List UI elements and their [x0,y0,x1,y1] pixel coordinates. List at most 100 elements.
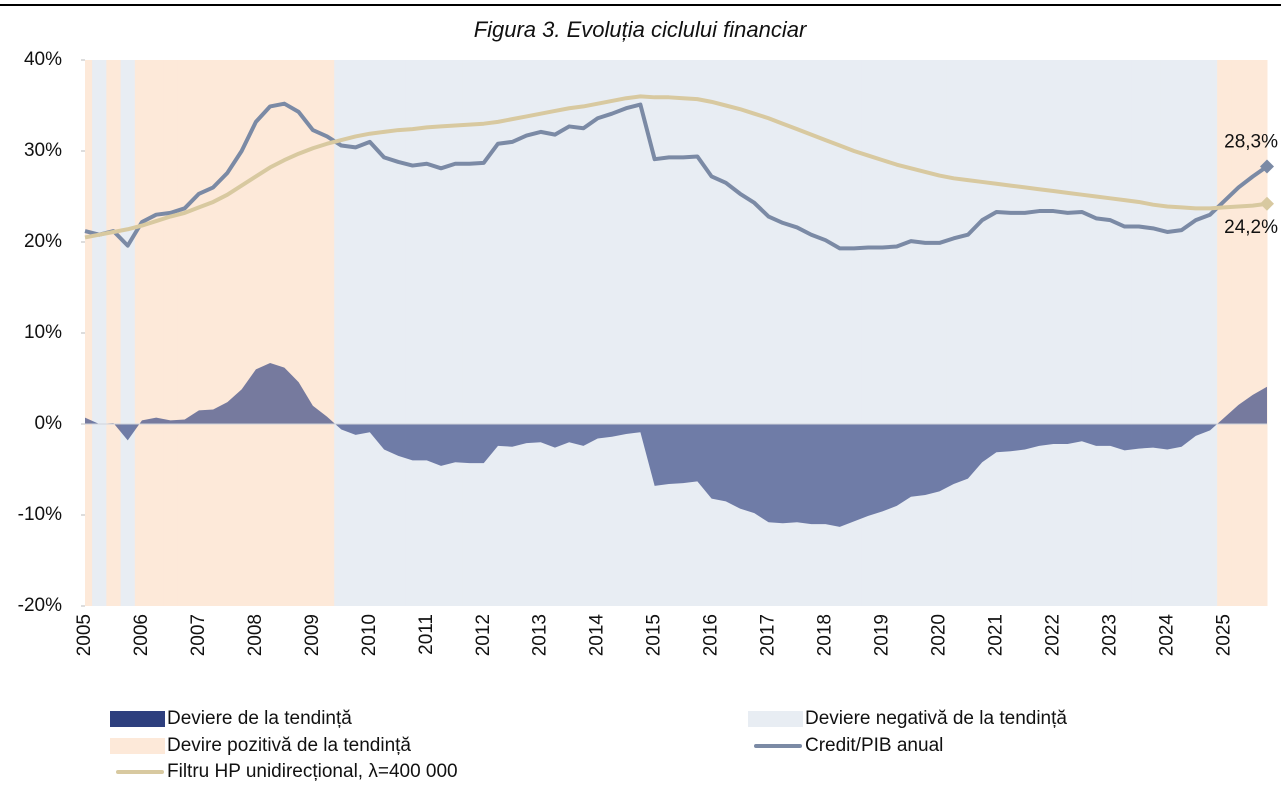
positive-shade [1259,60,1268,606]
legend-label: Devire pozitivă de la tendință [167,735,411,756]
negative-shade [619,60,634,606]
positive-shade [85,60,93,606]
negative-shade [704,60,720,606]
x-tick-label: 2021 [985,614,1006,656]
positive-shade [291,60,307,606]
negative-shade [1017,60,1033,606]
negative-shade [676,60,691,606]
positive-shade [149,60,164,606]
x-tick-label: 2014 [587,614,608,657]
negative-shade [92,60,107,606]
negative-shade [1145,60,1161,606]
positive-shade [1231,60,1247,606]
legend-swatch [748,711,803,727]
negative-shade [405,60,421,606]
negative-shade [462,60,478,606]
deviation-area [85,363,1267,527]
negative-shade [1003,60,1019,606]
positive-shade [319,60,335,606]
y-tick-label: -20% [18,595,62,616]
x-tick-label: 2007 [188,614,209,656]
positive-shade [134,60,150,606]
positive-shade [263,60,278,606]
x-tick-label: 2009 [302,614,323,656]
negative-shade [989,60,1005,606]
x-tick-label: 2017 [758,614,779,656]
legend-label: Filtru HP unidirecțional, λ=400 000 [167,761,458,782]
negative-shade [903,60,919,606]
positive-shade [277,60,292,606]
x-tick-label: 2012 [473,614,494,656]
positive-shade [305,60,321,606]
negative-shade [975,60,990,606]
x-tick-label: 2025 [1213,614,1234,656]
end-marker [1260,159,1274,174]
negative-shade [1032,60,1047,606]
legend-swatch [110,711,165,727]
negative-shade [590,60,606,606]
negative-shade [633,60,649,606]
negative-shade [120,60,136,606]
positive-shade [163,60,179,606]
negative-shade [932,60,948,606]
negative-shade [1060,60,1076,606]
x-tick-label: 2006 [131,614,152,656]
positive-shade [106,60,122,606]
negative-shade [1074,60,1090,606]
x-tick-label: 2016 [701,614,722,656]
negative-shade [690,60,705,606]
negative-shade [547,60,563,606]
negative-shade [1188,60,1204,606]
negative-shade [562,60,577,606]
negative-shade [448,60,463,606]
x-tick-label: 2013 [530,614,551,656]
negative-shade [718,60,734,606]
negative-shade [604,60,620,606]
negative-shade [476,60,492,606]
negative-shade [1103,60,1118,606]
negative-shade [1046,60,1062,606]
y-tick-label: -10% [18,504,62,525]
negative-shade [661,60,677,606]
x-tick-label: 2008 [245,614,266,656]
negative-shade [789,60,805,606]
negative-shade [490,60,506,606]
legend-label: Deviere negativă de la tendință [805,708,1067,729]
negative-shade [419,60,435,606]
y-tick-label: 20% [24,231,62,252]
x-tick-label: 2010 [359,614,380,656]
positive-shade [191,60,207,606]
plot [84,94,1274,527]
negative-shade [1174,60,1190,606]
x-tick-label: 2005 [74,614,95,656]
data-label: 24,2% [1224,217,1278,238]
data-label: 28,3% [1224,131,1278,152]
negative-shade [533,60,549,606]
chart-title: Figura 3. Evoluția ciclului financiar [474,17,808,42]
negative-shade [505,60,520,606]
positive-shade [234,60,250,606]
negative-shade [1160,60,1175,606]
x-tick-label: 2011 [416,614,437,655]
negative-shade [433,60,449,606]
negative-shade [732,60,748,606]
y-tick-label: 0% [35,413,63,434]
x-tick-label: 2024 [1156,614,1177,657]
negative-shade [1117,60,1133,606]
y-tick-label: 30% [24,140,62,161]
negative-shade [334,60,349,606]
y-tick-label: 40% [24,49,62,70]
negative-shade [889,60,905,606]
negative-shade [519,60,535,606]
shading [85,60,1268,606]
positive-shade [1245,60,1261,606]
x-tick-label: 2023 [1099,614,1120,656]
negative-shade [761,60,777,606]
x-tick-label: 2015 [644,614,665,656]
positive-shade [206,60,221,606]
positive-shade [248,60,264,606]
y-tick-label: 10% [24,322,62,343]
negative-shade [1088,60,1104,606]
negative-shade [1202,60,1218,606]
